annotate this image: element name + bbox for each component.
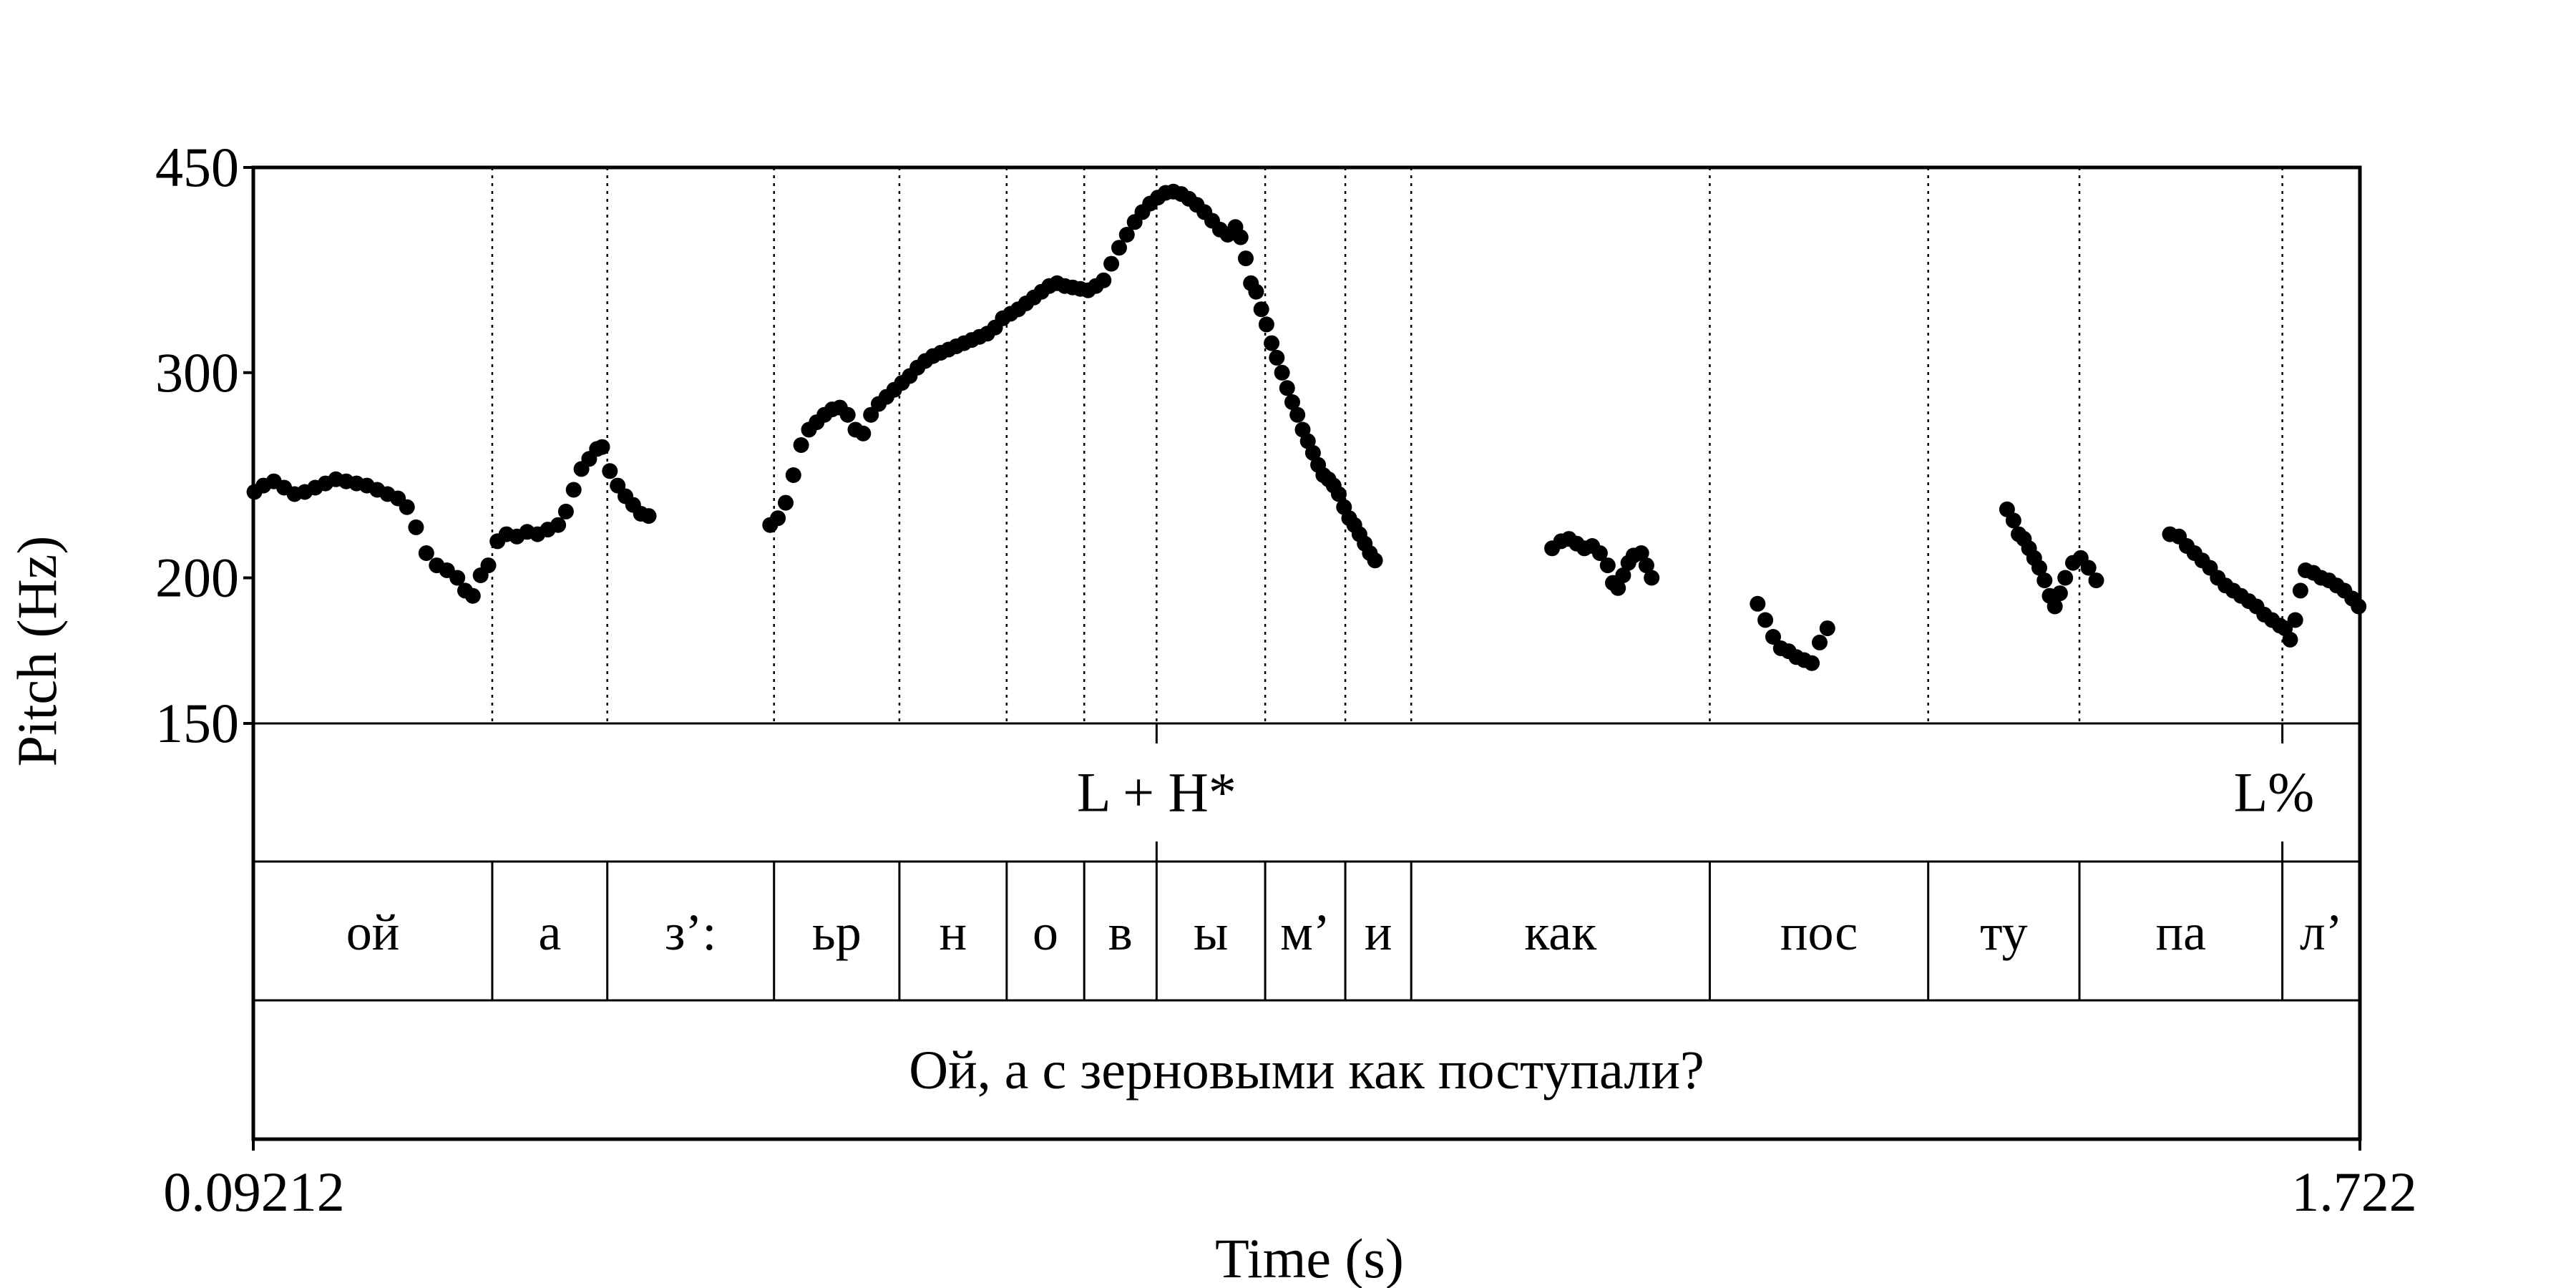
pitch-point [2036, 572, 2053, 589]
pitch-point [2057, 570, 2074, 586]
y-tick-label-450: 450 [155, 136, 239, 198]
segment-label: ы [1194, 904, 1228, 961]
pitch-point [480, 557, 497, 574]
pitch-point [399, 499, 415, 515]
pitch-point [1279, 380, 1295, 396]
pitch-point [2088, 572, 2104, 589]
x-tick-label-end: 1.722 [2291, 1161, 2417, 1223]
pitch-point [1757, 612, 1774, 628]
pitch-point [1232, 229, 1249, 245]
pitch-point [785, 467, 801, 483]
segment-label: ой [346, 904, 400, 961]
pitch-point [1591, 545, 1608, 561]
pitch-point [1812, 634, 1828, 650]
pitch-point [602, 463, 618, 479]
segment-label: в [1108, 904, 1133, 961]
pitch-point [418, 545, 434, 561]
tier-frame [243, 165, 2362, 1151]
pitch-point [594, 439, 610, 455]
pitch-point [1274, 364, 1290, 381]
segment-label: ьр [812, 904, 862, 961]
pitch-point [1264, 335, 1280, 351]
x-axis-label: Time (s) [1215, 1227, 1404, 1288]
y-tick-label-150: 150 [155, 692, 239, 754]
pitch-point [557, 503, 574, 519]
pitch-point [2292, 582, 2308, 599]
pitch-point [2282, 631, 2298, 648]
y-tick-label-200: 200 [155, 547, 239, 609]
pitch-point [1638, 557, 1654, 574]
pitch-point [1258, 316, 1274, 333]
grid-layer [491, 167, 2283, 723]
pitch-point [565, 482, 582, 498]
pitch-point [1253, 301, 1269, 318]
pitch-point [855, 425, 872, 441]
outer-frame [251, 165, 2362, 1141]
pitch-point [1284, 394, 1300, 410]
pitch-point [640, 508, 657, 525]
pitch-point [770, 510, 786, 527]
pitch-point [1103, 255, 1120, 272]
pitch-point [793, 437, 809, 453]
pitch-point [408, 519, 424, 535]
pitch-point [863, 406, 879, 423]
segment-label: з’: [665, 904, 716, 961]
pitch-point [2046, 598, 2063, 615]
segment-label: как [1524, 904, 1597, 961]
pitch-point [1644, 570, 1660, 586]
pitch-point [1118, 227, 1135, 243]
pitch-point [1304, 444, 1321, 461]
segment-label: о [1033, 904, 1058, 961]
segment-label: па [2156, 904, 2207, 961]
pitch-point [1610, 580, 1626, 596]
x-tick-label-start: 0.09212 [163, 1161, 345, 1223]
pitch-point [1111, 240, 1127, 256]
segment-label: н [940, 904, 967, 961]
pitch-point [1238, 250, 1254, 267]
segment-label: м’ [1280, 904, 1330, 961]
pitch-point [2005, 512, 2021, 529]
y-tick-label-300: 300 [155, 341, 239, 404]
pitch-point [2031, 560, 2047, 576]
pitch-point [2287, 612, 2303, 628]
pitch-point [1615, 567, 1631, 583]
pitch-point [1750, 595, 1766, 612]
pitch-point [2080, 560, 2097, 576]
pitch-point [1289, 406, 1306, 423]
pitch-point [1096, 272, 1112, 288]
pitch-point [464, 587, 481, 604]
y-axis-label: Pitch (Hz) [6, 536, 68, 767]
pitch-point [1331, 486, 1347, 502]
tier-labels: 150 200 300 450 L + H* L% ой а з’: ьр н о в ы м’ и как по… [155, 136, 2343, 1101]
segment-label: ту [1980, 904, 2028, 961]
pitch-point [1819, 620, 1835, 637]
pitch-point [778, 494, 794, 511]
pitch-point [2051, 585, 2068, 602]
tone-label-1: L% [2234, 761, 2315, 824]
segment-label: пос [1780, 904, 1858, 961]
tone-label-0: L + H* [1077, 761, 1236, 824]
pitch-point [449, 570, 466, 586]
segment-label: а [538, 904, 561, 961]
pitch-point [1269, 349, 1285, 366]
pitch-point [550, 517, 567, 533]
sentence-label: Ой, а с зерновыми как поступали? [909, 1040, 1704, 1101]
pitch-point [1633, 545, 1649, 561]
pitch-point [1804, 655, 1820, 671]
segment-label: л’ [2300, 904, 2343, 961]
segment-label: и [1365, 904, 1392, 961]
pitch-point [1248, 283, 1264, 300]
pitch-point [1367, 552, 1383, 569]
pitch-points [246, 183, 2367, 671]
pitch-point [1599, 557, 1616, 574]
pitch-point [1765, 629, 1781, 645]
pitch-point [839, 406, 856, 423]
